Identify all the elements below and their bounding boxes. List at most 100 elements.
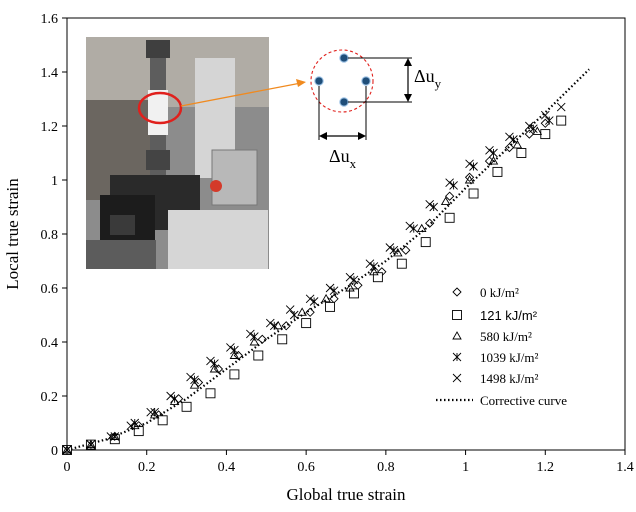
data-point [540,118,550,128]
data-point [365,259,375,269]
delta-ux-label: Δux [329,146,357,171]
data-point [445,178,454,188]
series-layer [62,102,567,455]
data-point [449,181,458,190]
y-tick-label: 0.6 [41,282,59,297]
data-point [186,372,195,382]
data-point [488,156,499,165]
data-point [166,391,175,401]
y-tick-label: 1 [51,174,58,189]
data-point [210,359,219,368]
data-point [301,318,312,329]
x-tick-label: 0.4 [218,460,236,475]
corrective-curve-group [66,68,590,452]
data-point [389,245,399,255]
data-point [246,329,255,339]
data-point [505,132,514,142]
data-point [297,307,307,316]
data-point [329,286,339,296]
data-point [110,432,120,441]
y-tick-label: 1.2 [41,120,59,135]
x-tick-label: 0.2 [138,460,156,475]
data-point [556,115,567,126]
corrective-curve-line [66,68,590,452]
data-point [190,375,199,385]
data-point [544,116,554,125]
data-point [425,199,435,209]
legend-marker-series-0 [452,287,462,297]
data-point [249,337,260,346]
data-point [253,350,264,361]
x-axis-title: Global true strain [287,485,406,504]
data-point [345,283,355,292]
data-point [289,310,299,320]
data-point [516,148,527,158]
data-point [532,126,543,135]
data-point [273,320,284,330]
data-point [349,275,359,285]
data-point [189,380,200,389]
data-point [205,388,216,399]
data-point [277,334,288,345]
data-point [62,445,72,455]
data-point [425,218,435,228]
x-tick-label: 1.2 [537,460,555,475]
y-tick-label: 0.4 [41,336,59,351]
data-point [540,129,551,140]
y-tick-labels: 0 0.2 0.4 0.6 0.8 1 1.2 1.4 1.6 [41,12,59,459]
y-tick-label: 0.2 [41,390,59,405]
data-point [405,221,415,231]
legend-marker-series-4 [452,373,462,383]
data-point [157,415,168,426]
data-point [325,283,335,293]
x-tick-label: 0.8 [377,460,395,475]
data-point [468,188,479,199]
data-point [385,243,395,252]
y-tick-label: 0.8 [41,228,59,243]
y-axis-title: Local true strain [3,178,22,290]
data-point [353,280,363,290]
data-point [492,166,503,177]
data-point [305,294,315,304]
legend-marker-series-2 [452,331,462,340]
data-point [525,121,534,131]
data-point [416,223,427,233]
legend-label-corrective: Corrective curve [480,393,567,408]
data-point [444,212,455,223]
legend-marker-series-3 [452,352,462,362]
data-point [229,350,240,359]
data-point [540,110,550,120]
legend-marker-series-1 [452,310,462,320]
data-point [325,301,336,312]
data-point [429,202,439,212]
data-point [126,421,136,431]
data-point [349,288,359,299]
data-point [106,432,116,441]
data-point [265,318,275,328]
data-point [465,159,474,169]
data-point [369,266,379,276]
data-point [345,272,355,282]
data-point [206,356,215,366]
data-point [369,262,379,271]
data-point [285,305,295,314]
data-point [321,293,331,303]
data-point [372,272,383,283]
legend-label-series-0: 0 kJ/m² [480,285,519,300]
data-point [309,297,319,306]
y-tick-label: 1.6 [41,12,59,27]
data-point [281,321,291,331]
inset-highlight-ellipse [137,91,183,125]
data-point [230,345,239,355]
data-point [469,162,478,171]
data-point [464,172,475,182]
data-point [86,440,96,449]
data-point [409,224,419,233]
data-point [229,369,240,380]
x-tick-label: 0.6 [297,460,315,475]
data-point [250,332,259,341]
data-point [269,321,279,331]
data-point [504,142,515,153]
